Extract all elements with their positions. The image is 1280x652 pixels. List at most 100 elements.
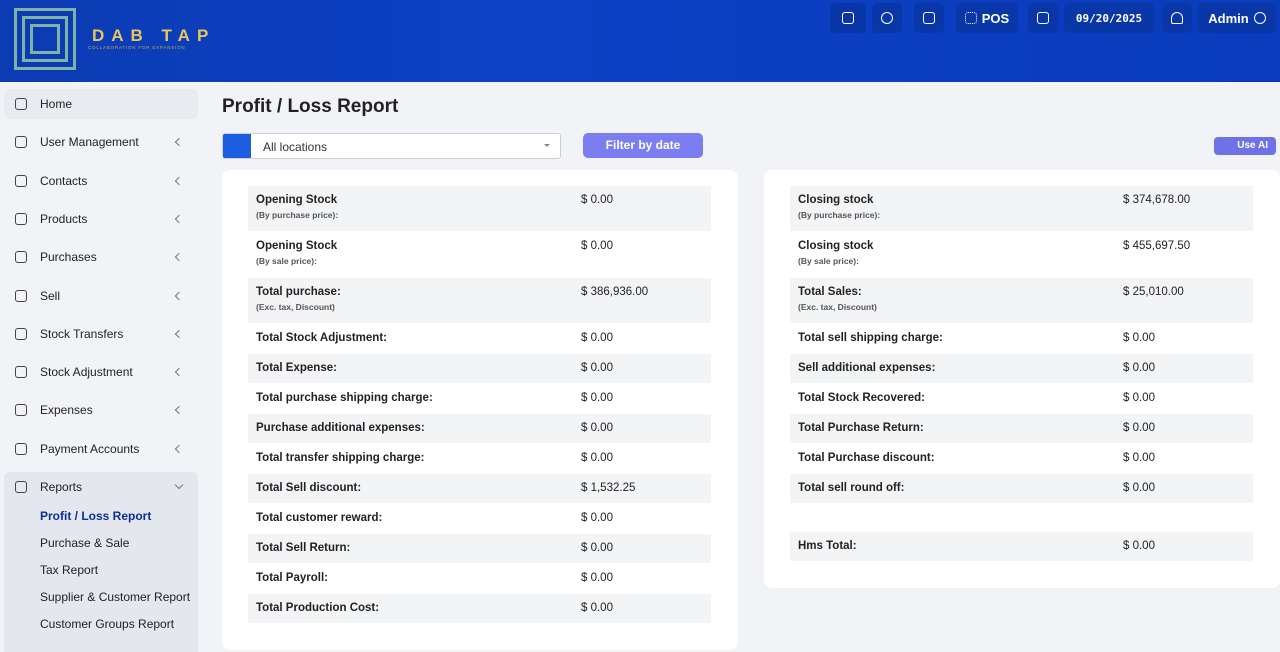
chevron bbox=[175, 138, 183, 146]
cash-button[interactable] bbox=[1028, 3, 1058, 33]
date-button[interactable]: 09/20/2025 bbox=[1064, 3, 1154, 33]
page-title: Profit / Loss Report bbox=[222, 96, 398, 118]
label-text: Sell additional expenses: bbox=[798, 362, 935, 374]
report-row: Total Purchase discount: $ 0.00 bbox=[790, 444, 1253, 473]
report-row: Total Sell Return:$ 0.00 bbox=[248, 534, 711, 563]
nav-icon bbox=[15, 213, 27, 225]
chevron bbox=[175, 253, 183, 261]
row-value: $ 0.00 bbox=[581, 602, 613, 614]
nav-item[interactable]: Purchases bbox=[4, 242, 198, 272]
row-label: Total Purchase discount: bbox=[798, 452, 935, 464]
chevron bbox=[175, 481, 183, 489]
tagline: COLLABORATION FOR EXPANSION bbox=[88, 45, 185, 50]
row-value: $ 0.00 bbox=[581, 452, 613, 464]
label-text: Total Purchase discount: bbox=[798, 452, 935, 464]
ai-button[interactable]: Use AI bbox=[1214, 137, 1276, 155]
calculator-button[interactable] bbox=[914, 3, 944, 33]
label-text: Total Expense: bbox=[256, 362, 337, 374]
label-text: Total Stock Adjustment: bbox=[256, 332, 387, 344]
label-text: Total customer reward: bbox=[256, 512, 382, 524]
nav-item[interactable]: User Management bbox=[4, 127, 198, 157]
brand: DAB TAP bbox=[92, 26, 215, 46]
row-value: $ 0.00 bbox=[1123, 452, 1155, 464]
row-label: Sell additional expenses: bbox=[798, 362, 935, 374]
nav-icon bbox=[15, 328, 27, 340]
row-value: $ 0.00 bbox=[581, 512, 613, 524]
report-row: Total sell round off: $ 0.00 bbox=[790, 474, 1253, 503]
report-row: Total Sales:(Exc. tax, Discount)$ 25,010… bbox=[790, 278, 1253, 323]
notification-button[interactable] bbox=[1162, 3, 1192, 33]
report-row: Total Purchase Return:$ 0.00 bbox=[790, 414, 1253, 443]
label-text: Closing stock bbox=[798, 240, 873, 252]
pos-label: POS bbox=[982, 11, 1009, 26]
submenu-item[interactable]: Customer Groups Report bbox=[40, 617, 174, 631]
row-value: $ 0.00 bbox=[581, 332, 613, 344]
submenu-item[interactable]: Purchase & Sale bbox=[40, 536, 129, 550]
row-label: Hms Total: bbox=[798, 540, 857, 552]
submenu-item[interactable]: Tax Report bbox=[40, 563, 98, 577]
row-value: $ 386,936.00 bbox=[581, 286, 648, 298]
row-value: $ 0.00 bbox=[1123, 422, 1155, 434]
chevron bbox=[175, 444, 183, 452]
add-button[interactable] bbox=[872, 3, 902, 33]
label-text: Total Sell discount: bbox=[256, 482, 361, 494]
nav-item[interactable]: Products bbox=[4, 204, 198, 234]
report-row: Total purchase:(Exc. tax, Discount) $ 386… bbox=[248, 278, 711, 323]
label-text: Closing stock bbox=[798, 194, 873, 206]
label-text: Total Stock Recovered: bbox=[798, 392, 925, 404]
submenu-item[interactable]: Supplier & Customer Report bbox=[40, 590, 190, 604]
report-row: Total Expense:$ 0.00 bbox=[248, 354, 711, 383]
row-value: $ 0.00 bbox=[581, 194, 613, 206]
row-label: Total purchase:(Exc. tax, Discount) bbox=[256, 286, 341, 312]
label-note: (By sale price): bbox=[798, 256, 873, 266]
nav-icon bbox=[15, 481, 27, 493]
report-row: Total sell shipping charge:$ 0.00 bbox=[790, 324, 1253, 353]
nav-icon bbox=[15, 404, 27, 416]
download-button[interactable] bbox=[830, 3, 866, 33]
nav-label: Home bbox=[40, 97, 72, 111]
user-name: Admin bbox=[1208, 11, 1248, 26]
user-button[interactable]: Admin bbox=[1198, 3, 1276, 33]
row-value: $ 0.00 bbox=[1123, 540, 1155, 552]
row-label: Total purchase shipping charge: bbox=[256, 392, 433, 404]
nav-item[interactable]: Contacts bbox=[4, 166, 198, 196]
report-row: Opening Stock(By purchase price): $ 0.00 bbox=[248, 186, 711, 231]
nav-item[interactable]: Stock Transfers bbox=[4, 319, 198, 349]
pos-button[interactable]: POS bbox=[956, 3, 1018, 33]
label-text: Total Sell Return: bbox=[256, 542, 350, 554]
report-row: Total customer reward: $ 0.00 bbox=[248, 504, 711, 533]
row-label: Total sell round off: bbox=[798, 482, 904, 494]
label-text: Total Sales: bbox=[798, 286, 862, 298]
label-text: Total purchase shipping charge: bbox=[256, 392, 433, 404]
nav-item[interactable]: Expenses bbox=[4, 395, 198, 425]
filter-button[interactable]: Filter by date bbox=[583, 133, 703, 158]
row-label: Opening Stock(By purchase price): bbox=[256, 194, 338, 220]
report-row: Total Stock Adjustment: $ 0.00 bbox=[248, 324, 711, 353]
row-value: $ 455,697.50 bbox=[1123, 240, 1190, 252]
label-text: Opening Stock bbox=[256, 240, 337, 252]
logo bbox=[14, 8, 76, 70]
right-card: Closing stock(By purchase price):$ 374,6… bbox=[764, 170, 1280, 588]
nav-label: Reports bbox=[40, 480, 82, 494]
row-label: Total Payroll: bbox=[256, 572, 328, 584]
nav-label: Expenses bbox=[40, 403, 93, 417]
row-label: Total Sell Return: bbox=[256, 542, 350, 554]
location-select[interactable]: All locations bbox=[222, 133, 561, 159]
nav-item[interactable]: Home bbox=[4, 89, 198, 119]
nav-item[interactable]: Sell bbox=[4, 281, 198, 311]
nav-label: Payment Accounts bbox=[40, 442, 139, 456]
row-value: $ 0.00 bbox=[1123, 482, 1155, 494]
row-value: $ 1,532.25 bbox=[581, 482, 635, 494]
report-row: Opening Stock(By sale price):$ 0.00 bbox=[248, 232, 711, 277]
row-value: $ 0.00 bbox=[1123, 332, 1155, 344]
nav-item[interactable]: Payment Accounts bbox=[4, 434, 198, 464]
row-value: $ 0.00 bbox=[581, 572, 613, 584]
nav-item[interactable]: Stock Adjustment bbox=[4, 357, 198, 387]
submenu-item[interactable]: Profit / Loss Report bbox=[40, 509, 151, 523]
label-note: (By purchase price): bbox=[798, 210, 880, 220]
date: 09/20/2025 bbox=[1076, 12, 1142, 25]
nav-icon bbox=[15, 366, 27, 378]
report-row: Closing stock (By sale price): $ 455,697.5… bbox=[790, 232, 1253, 277]
label-text: Opening Stock bbox=[256, 194, 337, 206]
